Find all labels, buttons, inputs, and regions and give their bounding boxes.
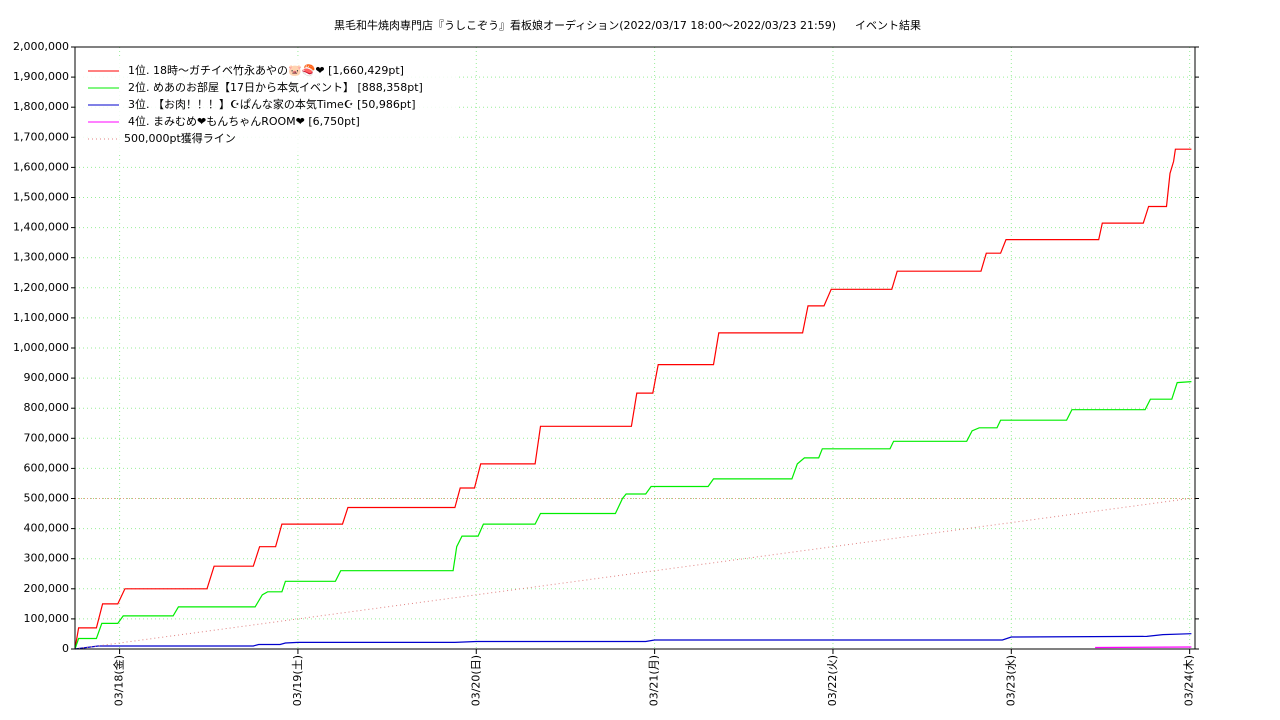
legend-label: 4位. まみむめ❤もんちゃんROOM❤ [6,750pt]	[128, 114, 360, 128]
x-tick-label: 03/21(月)	[648, 655, 661, 706]
y-tick-label: 1,800,000	[13, 100, 69, 113]
chart-title: 黒毛和牛焼肉専門店『うしこぞう』看板娘オーディション(2022/03/17 18…	[334, 18, 836, 32]
x-tick-label: 03/22(火)	[826, 655, 839, 706]
y-tick-label: 1,300,000	[13, 251, 69, 264]
legend: 1位. 18時～ガチイベ竹永あやの🐷🍣❤ [1,660,429pt] 2位. めあ…	[77, 59, 457, 153]
series-line	[74, 381, 1192, 650]
y-tick-label: 500,000	[24, 492, 70, 505]
y-tick-label: 800,000	[24, 401, 70, 414]
y-tick-label: 2,000,000	[13, 40, 69, 53]
y-tick-label: 1,400,000	[13, 221, 69, 234]
legend-label: 2位. めあのお部屋【17日から本気イベント】 [888,358pt]	[128, 80, 423, 94]
y-tick-label: 400,000	[24, 522, 70, 535]
y-tick-label: 900,000	[24, 371, 70, 384]
legend-box	[77, 59, 457, 153]
legend-label: 3位. 【お肉！！！】☪ぱんな家の本気Time☪ [50,986pt]	[128, 97, 416, 111]
y-tick-label: 700,000	[24, 431, 70, 444]
y-tick-label: 0	[62, 642, 69, 655]
x-tick-label: 03/20(日)	[469, 655, 482, 706]
grid	[75, 46, 1195, 650]
y-tick-label: 1,500,000	[13, 191, 69, 204]
y-tick-label: 1,900,000	[13, 70, 69, 83]
y-tick-label: 1,700,000	[13, 130, 69, 143]
y-tick-label: 200,000	[24, 582, 70, 595]
series-line	[74, 498, 1190, 650]
legend-label: 500,000pt獲得ライン	[124, 132, 236, 145]
chart-subtitle: イベント結果	[855, 18, 921, 32]
axes-frame	[74, 46, 1196, 650]
y-tick-label: 1,000,000	[13, 341, 69, 354]
y-tick-label: 600,000	[24, 461, 70, 474]
series-line	[74, 148, 1192, 650]
x-tick-label: 03/23(水)	[1004, 655, 1017, 706]
series-line	[74, 633, 1192, 650]
y-tick-label: 1,600,000	[13, 160, 69, 173]
legend-label: 1位. 18時～ガチイベ竹永あやの🐷🍣❤ [1,660,429pt]	[128, 63, 404, 77]
y-tick-label: 1,100,000	[13, 311, 69, 324]
x-tick-label: 03/18(金)	[112, 655, 126, 706]
y-tick-label: 100,000	[24, 612, 70, 625]
y-tick-label: 1,200,000	[13, 281, 69, 294]
y-tick-label: 300,000	[24, 552, 70, 565]
series-line	[1095, 646, 1192, 649]
x-tick-label: 03/24(木)	[1183, 655, 1196, 706]
x-tick-label: 03/19(土)	[291, 655, 304, 706]
